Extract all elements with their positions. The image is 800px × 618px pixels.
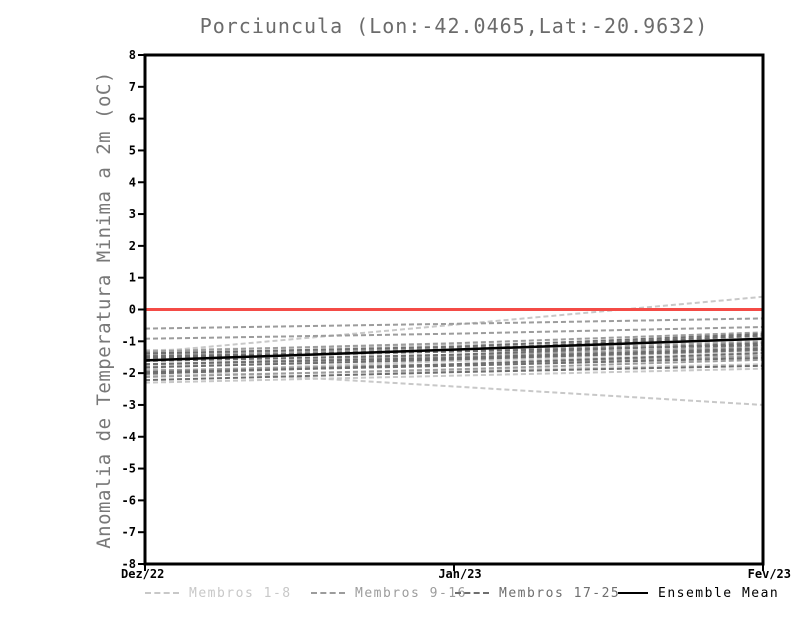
ensemble-mean-group bbox=[144, 337, 764, 362]
y-tick-label: 1 bbox=[129, 271, 136, 285]
solid-line-swatch bbox=[618, 592, 648, 594]
ensemble-member-line bbox=[144, 344, 764, 358]
y-tick-label: -4 bbox=[122, 430, 136, 444]
ensemble-member-line bbox=[144, 367, 764, 406]
legend-label: Membros 9-16 bbox=[355, 585, 467, 601]
y-tick-label: 6 bbox=[129, 112, 136, 126]
ensemble-member-line bbox=[144, 354, 764, 372]
y-tick-label: -6 bbox=[122, 493, 136, 507]
ensemble-member-line bbox=[144, 339, 764, 358]
y-tick-label: -7 bbox=[122, 525, 136, 539]
ensemble-member-line bbox=[144, 352, 764, 375]
x-tick-label: Jan/23 bbox=[438, 567, 481, 581]
ensemble-member-line bbox=[144, 340, 764, 361]
ensemble-member-line bbox=[144, 364, 764, 382]
legend-label: Ensemble Mean bbox=[658, 585, 780, 601]
ensemble-member-line bbox=[144, 295, 764, 354]
ensemble-member-line bbox=[144, 331, 764, 353]
ensemble-members-group bbox=[144, 295, 764, 406]
y-tick-label: -3 bbox=[122, 398, 136, 412]
ensemble-member-line bbox=[144, 356, 764, 374]
legend-item-ensemble-mean: Ensemble Mean bbox=[618, 585, 779, 601]
legend-item-membros-9-16: Membros 9-16 bbox=[311, 585, 467, 601]
y-tick-label: -8 bbox=[122, 557, 136, 571]
y-tick-label: 8 bbox=[129, 48, 136, 62]
x-tick-label: Fev/23 bbox=[748, 567, 791, 581]
y-tick-label: 3 bbox=[129, 207, 136, 221]
ensemble-member-line bbox=[144, 332, 764, 355]
y-tick-label: -5 bbox=[122, 462, 136, 476]
legend-item-membros-17-25: Membros 17-25 bbox=[455, 585, 620, 601]
ensemble-member-line bbox=[144, 334, 764, 359]
dashed-line-swatch bbox=[145, 592, 179, 594]
legend-item-membros-1-8: Membros 1-8 bbox=[145, 585, 292, 601]
y-tick-label: 5 bbox=[129, 143, 136, 157]
y-tick-label: 0 bbox=[129, 303, 136, 317]
legend: Membros 1-8 Membros 9-16 Membros 17-25 E… bbox=[0, 585, 800, 601]
axis-ticks-group bbox=[138, 54, 764, 571]
legend-label: Membros 1-8 bbox=[189, 585, 292, 601]
ensemble-member-line bbox=[144, 363, 764, 377]
ensemble-member-line bbox=[144, 348, 764, 369]
dashed-line-swatch bbox=[455, 592, 489, 594]
y-tick-label: 4 bbox=[129, 175, 136, 189]
ensemble-mean-line bbox=[144, 337, 764, 362]
ensemble-member-line bbox=[144, 317, 764, 330]
ensemble-member-line bbox=[144, 358, 764, 378]
y-tick-label: -2 bbox=[122, 366, 136, 380]
chart-title: Porciuncula (Lon:-42.0465,Lat:-20.9632) bbox=[199, 14, 709, 38]
x-tick-label: Dez/22 bbox=[121, 567, 164, 581]
ensemble-member-line bbox=[144, 345, 764, 366]
axis-tick-labels-group: -8 -7 -6 -5 -4 -3 -2 -1 0 1 2 3 4 5 6 7 8 Dez/22 Jan/23 Fev… bbox=[121, 48, 791, 581]
ensemble-member-line bbox=[144, 350, 764, 368]
legend-label: Membros 17-25 bbox=[499, 585, 621, 601]
y-tick-label: -1 bbox=[122, 334, 136, 348]
ensemble-member-line bbox=[144, 367, 764, 384]
ensemble-member-line bbox=[144, 347, 764, 366]
y-tick-label: 2 bbox=[129, 239, 136, 253]
y-tick-label: 7 bbox=[129, 80, 136, 94]
dashed-line-swatch bbox=[311, 592, 345, 594]
ensemble-member-line bbox=[144, 325, 764, 340]
